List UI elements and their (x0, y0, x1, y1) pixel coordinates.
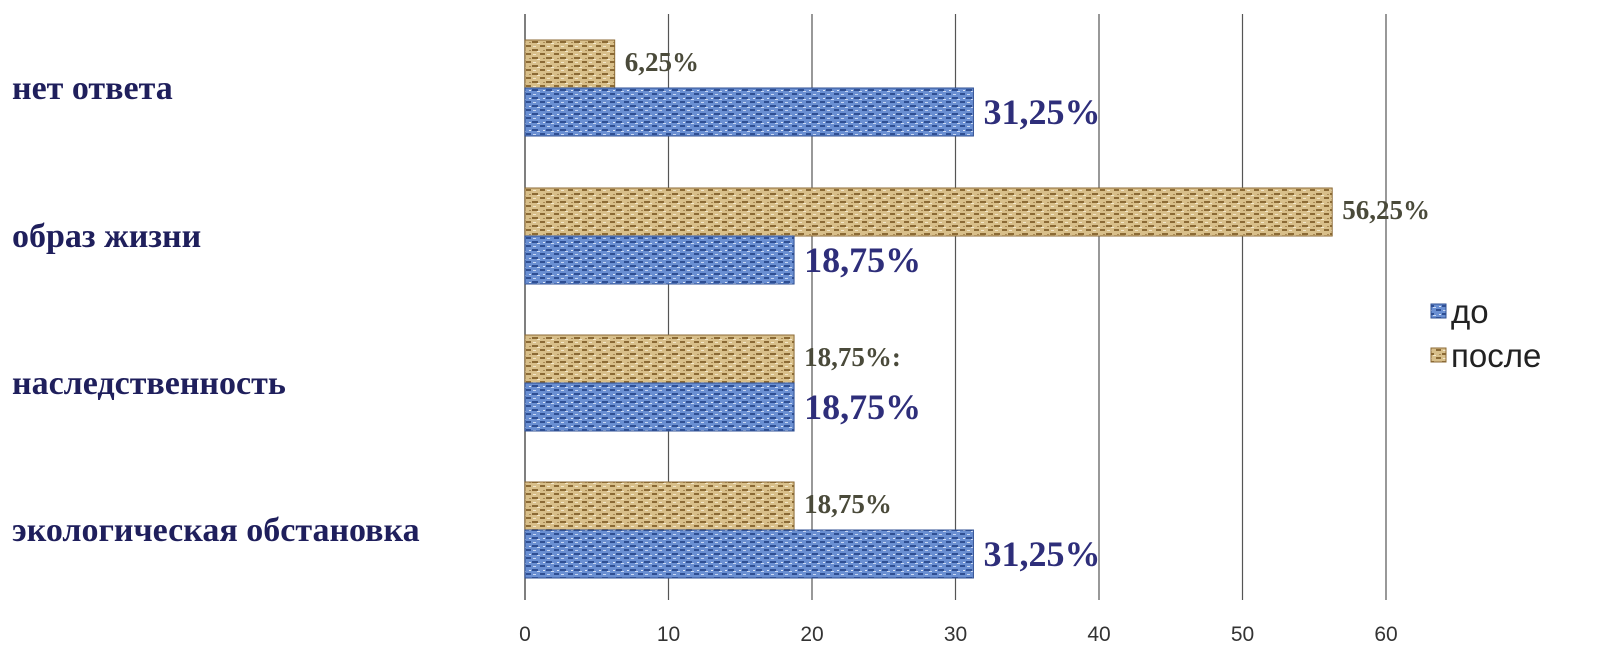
x-tick-label-1: 10 (657, 623, 680, 646)
x-tick-label-3: 30 (944, 623, 967, 646)
category-label-1: образ жизни (12, 218, 201, 255)
category-label-0: нет ответа (12, 70, 173, 107)
bar-after-2 (524, 334, 795, 384)
data-labels: 6,25% 31,25% 56,25% 18,75% 18,75%: 18,75% 18,7… (625, 47, 1430, 574)
data-label-before-2: 18,75% (804, 387, 921, 427)
bar-before-0 (524, 87, 974, 137)
data-label-after-1: 56,25% (1342, 195, 1430, 225)
bar-before-2 (524, 382, 795, 432)
legend-label-after: после (1451, 337, 1541, 374)
x-tick-label-0: 0 (519, 623, 531, 646)
bar-after-1 (524, 187, 1333, 237)
legend-swatch-before (1430, 303, 1447, 319)
x-tick-label-2: 20 (800, 623, 823, 646)
legend: до после (1430, 293, 1541, 374)
bar-after-0 (524, 39, 616, 89)
legend-label-before: до (1451, 293, 1489, 330)
x-tick-label-4: 40 (1087, 623, 1110, 646)
x-tick-label-6: 60 (1374, 623, 1397, 646)
category-labels: нет ответа образ жизни наследственность эко… (12, 70, 420, 549)
category-label-3: экологическая обстановка (12, 512, 420, 549)
bar-before-3 (524, 529, 974, 579)
bar-after-3 (524, 481, 795, 531)
legend-swatch-after (1430, 347, 1447, 363)
data-label-before-1: 18,75% (804, 240, 921, 280)
data-label-after-2: 18,75%: (804, 342, 901, 372)
bar-before-1 (524, 235, 795, 285)
data-label-before-0: 31,25% (983, 92, 1100, 132)
x-tick-label-5: 50 (1231, 623, 1254, 646)
data-label-after-0: 6,25% (625, 47, 699, 77)
bars (524, 39, 1333, 579)
data-label-after-3: 18,75% (804, 489, 892, 519)
x-tick-labels: 0 10 20 30 40 50 60 (519, 623, 1398, 646)
data-label-before-3: 31,25% (983, 534, 1100, 574)
category-label-2: наследственность (12, 365, 286, 402)
